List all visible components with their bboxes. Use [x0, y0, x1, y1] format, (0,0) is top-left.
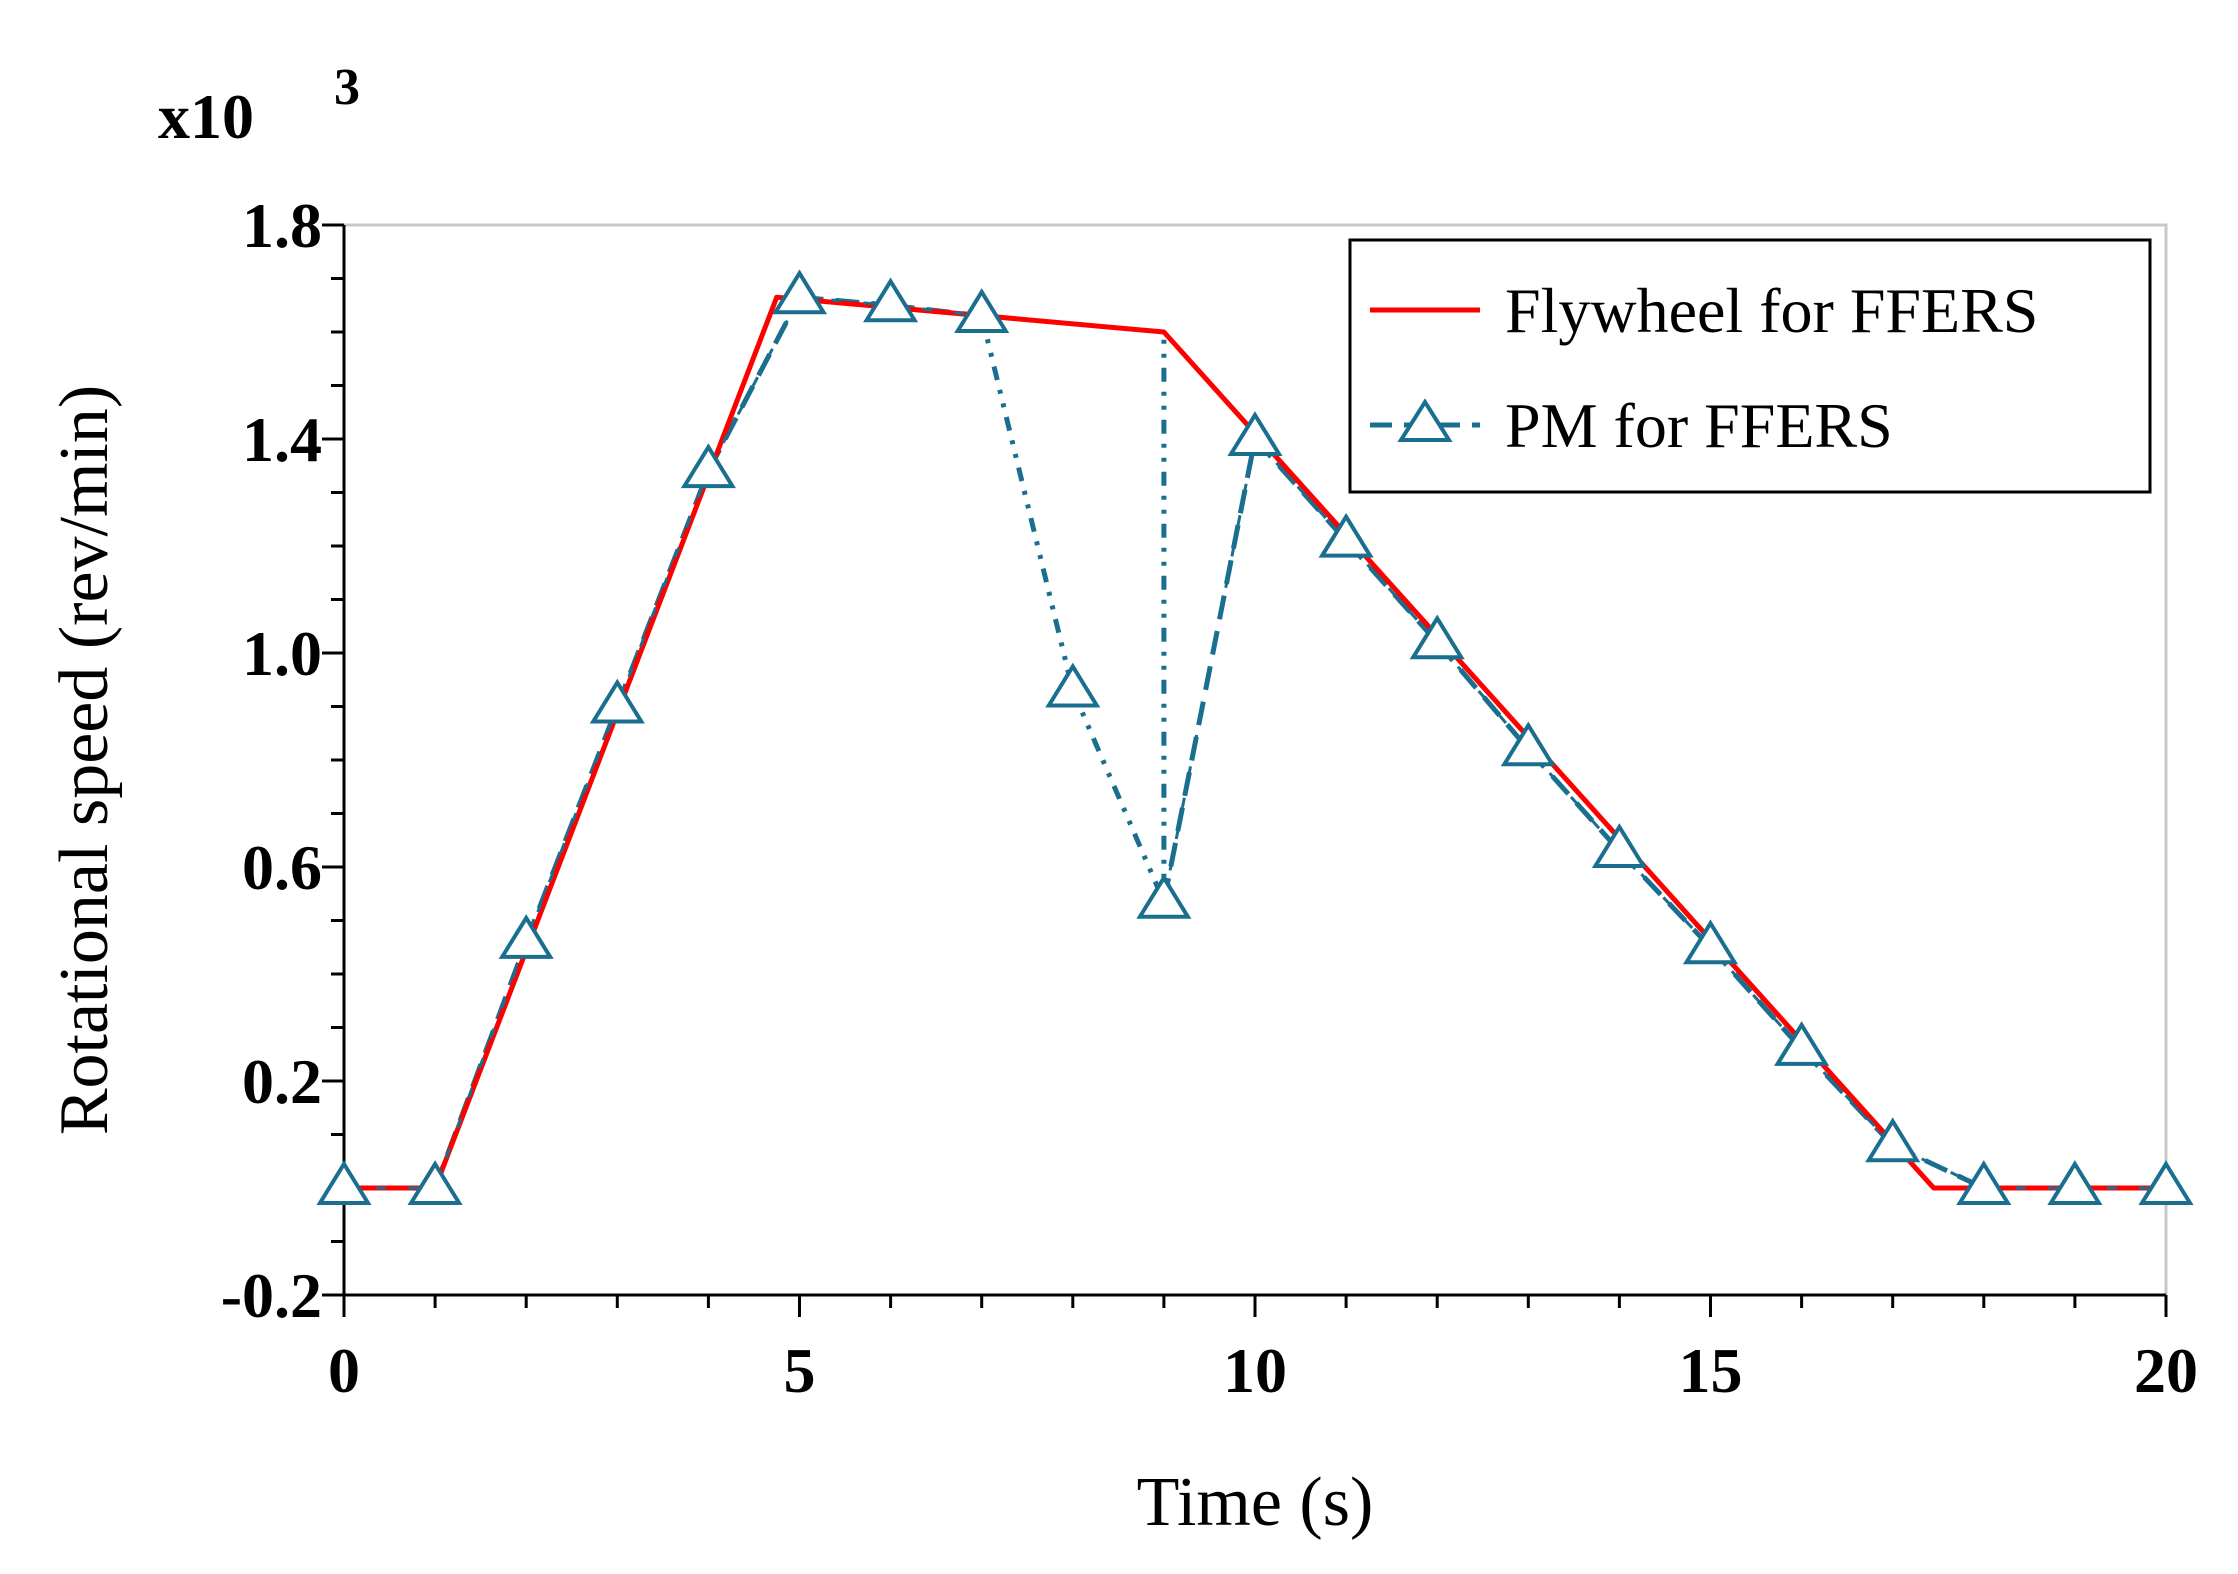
x-tick-label: 20 [2134, 1335, 2198, 1406]
pm-series-overlay [1436, 641, 1530, 751]
pm-triangle-marker [863, 277, 919, 323]
pm-triangle-marker [1500, 721, 1556, 767]
pm-triangle-marker [1682, 919, 1739, 965]
x-tick-labels: 0 5 10 15 20 [328, 1335, 2198, 1406]
pm-series-overlay [433, 941, 528, 1189]
pm-triangle-marker [498, 914, 554, 959]
pm-triangle-marker [2138, 1160, 2194, 1205]
pm-triangle-marker [316, 1160, 372, 1205]
y-axis-title: Rotational speed (rev/min) [46, 385, 123, 1135]
legend-marker-pm [1397, 398, 1453, 442]
series-layer [316, 269, 2194, 1205]
y-multiplier-exponent: 3 [334, 59, 360, 116]
pm-series-segment [979, 315, 1076, 692]
x-axis-title: Time (s) [1137, 1464, 1374, 1541]
legend-label-flywheel: Flywheel for FFERS [1505, 275, 2038, 346]
y-tick-label: 0.6 [242, 832, 322, 903]
pm-triangle-marker [1409, 614, 1465, 660]
pm-series-overlay [1618, 849, 1712, 949]
pm-series-segment [523, 705, 620, 943]
x-tick-label: 5 [784, 1335, 816, 1406]
pm-triangle-marker [680, 443, 736, 489]
y-multiplier-base: x10 [158, 81, 254, 152]
pm-triangle-marker [1136, 873, 1192, 919]
pm-series-segment [1435, 640, 1531, 751]
pm-series-overlay [1253, 437, 1348, 542]
legend: Flywheel for FFERS PM for FFERS [1348, 238, 2152, 494]
pm-triangle-marker [1774, 1021, 1830, 1066]
pm-series-overlay [707, 296, 801, 472]
pm-triangle-marker [1865, 1117, 1921, 1163]
y-tick-labels: -0.2 0.2 0.6 1.0 1.4 1.8 [221, 190, 322, 1331]
pm-triangle-marker [771, 269, 828, 315]
axis-ticks [322, 223, 2168, 1317]
pm-series-segment [1070, 689, 1167, 903]
pm-triangle-marker [589, 678, 645, 724]
pm-series-overlay [1800, 1047, 1894, 1147]
pm-series-overlay [1344, 539, 1439, 644]
y-tick-label: 1.4 [242, 404, 322, 475]
pm-triangle-marker [2047, 1160, 2103, 1205]
pm-triangle-marker [954, 288, 1010, 333]
pm-series-overlay [1709, 946, 1803, 1050]
y-tick-label: -0.2 [221, 1260, 322, 1331]
legend-box [1348, 238, 2152, 494]
pm-series-overlay [1527, 748, 1621, 852]
y-tick-label: 1.0 [242, 618, 322, 689]
pm-triangle-marker [1045, 662, 1101, 708]
pm-triangle-marker [1318, 512, 1374, 558]
x-tick-label: 15 [1679, 1335, 1743, 1406]
legend-label-pm: PM for FFERS [1505, 390, 1893, 461]
x-tick-label: 0 [328, 1335, 360, 1406]
pm-triangle-marker [407, 1160, 463, 1205]
pm-series-segment [1161, 438, 1258, 903]
pm-series-overlay [1162, 438, 1257, 903]
y-tick-label: 0.2 [242, 1046, 322, 1117]
x-tick-label: 10 [1223, 1335, 1287, 1406]
pm-triangle-marker [1227, 411, 1283, 456]
pm-triangle-marker [1956, 1160, 2012, 1205]
y-tick-label: 1.8 [242, 190, 322, 261]
pm-triangle-marker [1591, 823, 1647, 868]
